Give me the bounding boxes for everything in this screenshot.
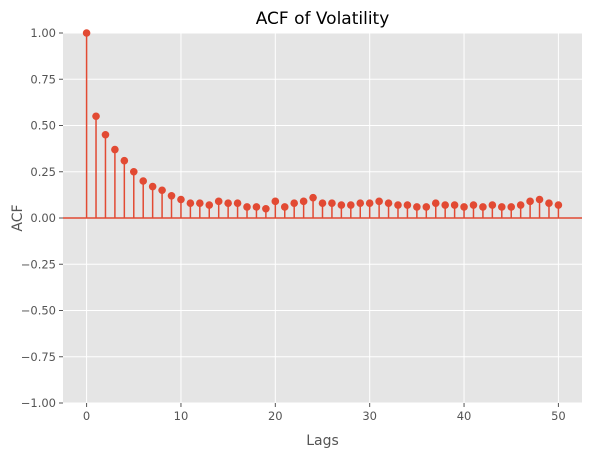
acf-point: [214, 197, 223, 206]
acf-point: [375, 197, 383, 206]
acf-point: [111, 145, 119, 154]
acf-point: [177, 195, 185, 204]
acf-point: [82, 29, 91, 37]
y-tick-label: −1.00: [21, 396, 56, 410]
acf-point: [129, 167, 138, 176]
acf-point: [554, 201, 563, 209]
acf-point: [318, 199, 327, 207]
acf-point: [365, 199, 374, 207]
acf-point: [167, 192, 176, 200]
x-tick-label: 10: [174, 409, 189, 423]
acf-point: [101, 130, 110, 139]
acf-point: [516, 201, 525, 209]
acf-point: [328, 199, 336, 207]
acf-point: [422, 203, 431, 211]
acf-point: [347, 201, 355, 209]
acf-point: [441, 201, 449, 209]
x-tick-label: 50: [551, 409, 566, 423]
acf-point: [526, 197, 534, 206]
acf-point: [196, 199, 204, 207]
y-tick-label: 0.00: [30, 211, 56, 225]
y-tick-label: −0.50: [21, 304, 56, 318]
acf-point: [356, 199, 365, 207]
acf-point: [469, 201, 478, 209]
acf-point: [92, 112, 100, 121]
acf-point: [271, 197, 280, 206]
chart-title: ACF of Volatility: [256, 9, 390, 29]
acf-point: [186, 199, 195, 207]
acf-point: [224, 199, 232, 207]
acf-point: [280, 203, 289, 211]
acf-point: [431, 199, 440, 207]
y-tick-label: 0.75: [30, 72, 56, 86]
acf-point: [479, 203, 487, 211]
acf-point: [450, 201, 459, 209]
acf-point: [384, 199, 393, 207]
y-tick-label: 0.25: [30, 165, 56, 179]
acf-point: [148, 182, 157, 191]
x-tick-label: 40: [457, 409, 472, 423]
x-axis-label: Lags: [306, 433, 339, 449]
acf-point: [139, 177, 148, 185]
acf-point: [394, 201, 402, 209]
x-tick-label: 20: [268, 409, 283, 423]
x-tick-label: 30: [362, 409, 377, 423]
acf-point: [497, 203, 506, 211]
acf-point: [337, 201, 346, 209]
acf-point: [488, 201, 497, 209]
acf-point: [299, 197, 308, 206]
acf-point: [290, 199, 298, 207]
acf-point: [535, 195, 544, 204]
acf-point: [252, 203, 261, 211]
acf-point: [233, 199, 242, 207]
y-axis-label: ACF: [10, 204, 26, 231]
acf-point: [403, 201, 412, 209]
acf-point: [243, 203, 251, 211]
acf-point: [309, 193, 317, 202]
acf-point: [460, 203, 468, 211]
acf-stems: [63, 29, 582, 219]
x-tick-label: 0: [83, 409, 90, 423]
y-tick-label: −0.75: [21, 350, 56, 364]
acf-point: [413, 203, 421, 211]
acf-point: [158, 186, 166, 195]
acf-point: [507, 203, 516, 211]
acf-point: [120, 156, 129, 165]
acf-point: [262, 204, 270, 213]
y-tick-label: −0.25: [21, 257, 56, 271]
axis-ticks: 0 10 20 30 40 50 −1.00 −0.75 −0.50 −0.25 0.00 0.25 0…: [21, 26, 566, 423]
y-tick-label: 0.50: [30, 119, 56, 133]
y-tick-label: 1.00: [30, 26, 56, 40]
acf-point: [205, 201, 214, 209]
acf-point: [545, 199, 553, 207]
